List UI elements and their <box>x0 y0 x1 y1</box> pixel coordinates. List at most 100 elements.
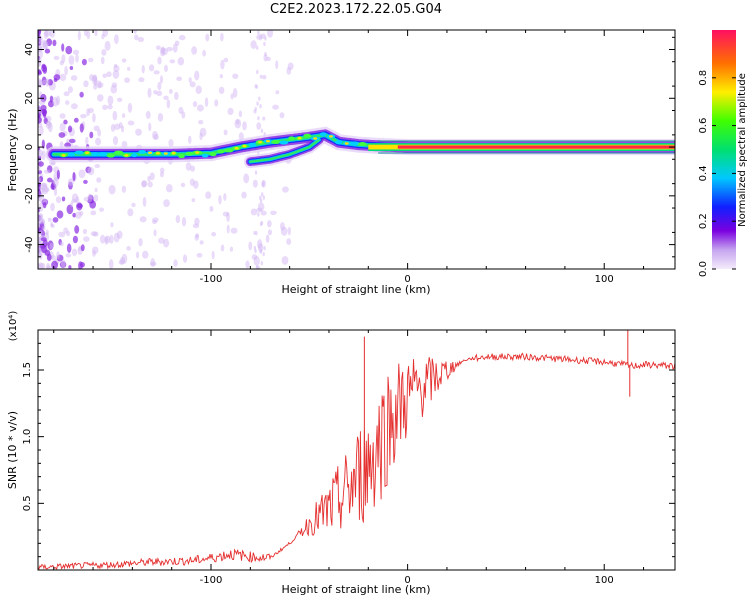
noise-speckle <box>202 49 206 57</box>
noise-speckle <box>159 75 164 84</box>
noise-speckle <box>286 238 292 245</box>
noise-speckle <box>39 262 46 269</box>
noise-speckle <box>94 30 98 37</box>
noise-speckle <box>211 232 217 237</box>
noise-speckle <box>68 55 75 65</box>
ridge-blob <box>91 152 99 157</box>
noise-speckle <box>38 105 41 114</box>
noise-speckle <box>180 182 186 188</box>
noise-speckle <box>68 138 76 144</box>
ridge-blob <box>61 154 66 157</box>
noise-speckle <box>157 81 162 91</box>
noise-speckle <box>107 104 113 110</box>
noise-speckle <box>165 184 173 193</box>
noise-speckle <box>153 229 157 237</box>
ridge-blob <box>131 153 138 158</box>
noise-speckle <box>281 255 289 265</box>
noise-speckle <box>71 193 79 203</box>
noise-speckle <box>133 30 137 34</box>
noise-speckle <box>86 30 91 40</box>
snr-plot: -100 0 100 0.5 1.0 1.5 Height of straight lin… <box>6 311 676 596</box>
noise-speckle <box>147 181 153 188</box>
y-tick-label: 0.5 <box>22 495 33 511</box>
ridge-blob <box>248 142 256 147</box>
snr-axes: -100 0 100 0.5 1.0 1.5 <box>22 330 675 586</box>
noise-speckle <box>263 53 268 62</box>
noise-speckle <box>42 79 48 85</box>
noise-speckle <box>226 224 230 234</box>
noise-speckle <box>56 210 64 219</box>
spectrogram-y-label: Frequency (Hz) <box>6 109 19 192</box>
noise-speckle <box>259 104 262 109</box>
noise-speckle <box>199 132 203 141</box>
noise-speckle <box>219 74 223 79</box>
noise-speckle <box>267 30 274 38</box>
noise-speckle <box>279 112 285 119</box>
noise-speckle <box>196 104 204 112</box>
ridge-blob <box>328 135 333 138</box>
noise-speckle <box>254 106 257 112</box>
y-tick-label: -20 <box>24 188 35 204</box>
noise-speckle <box>243 173 250 184</box>
ridge-blob <box>279 140 289 145</box>
noise-speckle <box>45 121 52 127</box>
noise-speckle <box>114 123 121 130</box>
noise-speckle <box>230 227 238 234</box>
ridge-blob <box>148 151 153 155</box>
noise-speckle <box>192 101 198 108</box>
noise-speckle <box>126 246 131 251</box>
noise-speckle <box>110 124 116 132</box>
noise-speckle <box>272 104 279 110</box>
noise-speckle <box>83 80 89 88</box>
noise-speckle <box>108 184 116 195</box>
ridge-blob <box>303 133 312 138</box>
noise-speckle <box>102 73 108 78</box>
noise-speckle <box>104 40 111 51</box>
noise-speckle <box>265 234 270 243</box>
snr-series <box>38 330 675 570</box>
ridge-blob <box>258 140 263 144</box>
noise-speckle <box>145 110 151 119</box>
noise-speckle <box>38 99 46 106</box>
noise-speckle <box>256 264 259 269</box>
noise-speckle <box>223 57 229 63</box>
noise-speckle <box>38 183 41 192</box>
noise-speckle <box>94 163 101 169</box>
stable-core <box>397 145 675 149</box>
colorbar-tick-label: 0.8 <box>698 70 709 86</box>
noise-speckle <box>46 177 53 183</box>
noise-speckle <box>135 128 142 136</box>
noise-speckle <box>262 116 266 121</box>
noise-speckle <box>64 65 68 76</box>
noise-speckle <box>52 96 59 107</box>
noise-speckle <box>218 195 222 205</box>
noise-speckle <box>181 217 187 227</box>
noise-speckle <box>96 80 102 89</box>
noise-speckle <box>52 39 57 47</box>
noise-speckle <box>280 222 285 231</box>
page-title: C2E2.2023.172.22.05.G04 <box>269 2 443 17</box>
noise-speckle <box>42 226 46 231</box>
noise-speckle <box>43 169 51 174</box>
noise-speckle <box>188 77 192 83</box>
noise-speckle <box>256 45 259 50</box>
noise-speckle <box>72 49 80 55</box>
noise-speckle <box>205 191 212 199</box>
noise-speckle <box>127 120 135 126</box>
noise-speckle <box>159 167 165 174</box>
noise-speckle <box>117 97 123 102</box>
ridge-blob <box>217 149 225 154</box>
noise-speckle <box>147 87 152 98</box>
noise-speckle <box>85 136 89 146</box>
noise-speckle <box>38 70 42 76</box>
noise-speckle <box>159 171 164 178</box>
noise-speckle <box>204 97 209 108</box>
noise-speckle <box>53 74 61 81</box>
noise-speckle <box>127 208 134 217</box>
noise-speckle <box>270 210 277 215</box>
x-tick-label: -100 <box>200 575 223 586</box>
noise-speckle <box>194 70 200 81</box>
noise-speckle <box>42 67 47 74</box>
noise-speckle <box>242 121 247 131</box>
x-tick-label: 100 <box>595 575 614 586</box>
